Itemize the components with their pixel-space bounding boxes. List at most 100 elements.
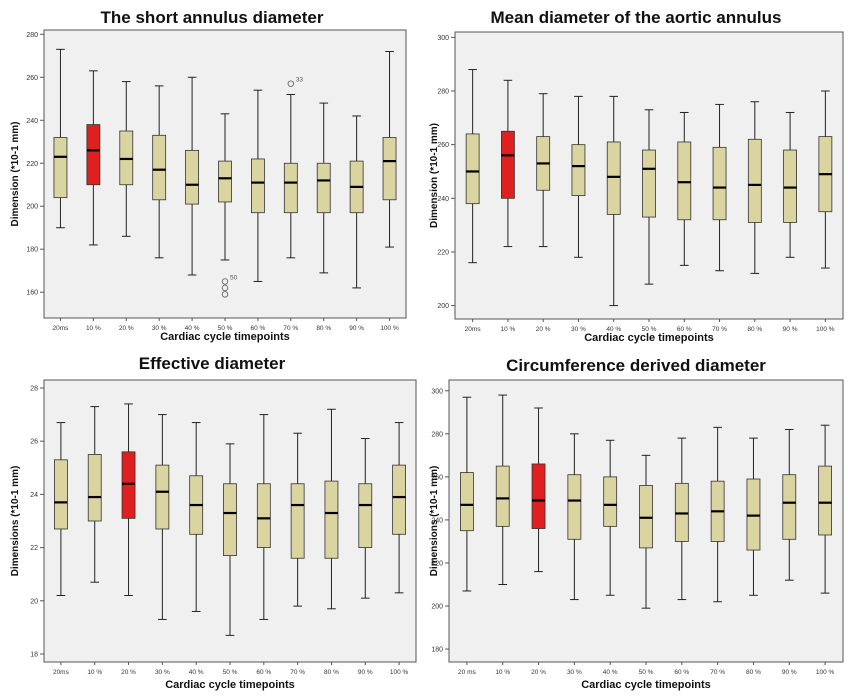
box-5 <box>223 443 237 636</box>
box-9 <box>349 115 364 289</box>
y-tick-label: 280 <box>431 431 443 438</box>
x-tick-label: 10 % <box>86 325 101 332</box>
box-iqr <box>54 459 68 530</box>
box-10 <box>392 422 406 594</box>
chart-panel-short-annulus: The short annulus diameter 160 180 200 220 2… <box>0 0 424 346</box>
box-8 <box>746 437 761 596</box>
outlier-point <box>221 291 229 298</box>
y-tick-label: 260 <box>437 142 449 149</box>
box-6 <box>677 111 692 266</box>
box-iqr <box>316 162 331 214</box>
outlier-point <box>287 80 295 87</box>
box-iqr <box>818 465 832 536</box>
y-tick-label: 180 <box>431 647 443 654</box>
y-tick-label: 200 <box>437 303 449 310</box>
x-tick-label: 80 % <box>316 325 331 332</box>
y-tick-label: 180 <box>26 247 38 254</box>
x-axis-label: Cardiac cycle timepoints <box>584 332 714 344</box>
box-3 <box>571 95 586 258</box>
box-iqr <box>324 480 339 559</box>
box-1 <box>501 79 515 248</box>
x-tick-label: 90 % <box>783 326 798 333</box>
chart-panel-circumference-diameter: Circumference derived diameter 180 200 220… <box>424 346 848 693</box>
outlier-label: 33 <box>296 77 304 84</box>
x-tick-label: 20 % <box>121 669 136 676</box>
x-tick-label: 70 % <box>712 326 727 333</box>
box-2 <box>536 93 551 248</box>
box-iqr <box>571 144 586 197</box>
box-6 <box>251 89 265 282</box>
y-axis-label: Dimensions (*10-1 mm) <box>429 466 440 577</box>
box-iqr <box>290 483 305 559</box>
x-tick-label: 40 % <box>189 669 204 676</box>
box-7 <box>710 426 725 603</box>
y-tick-label: 300 <box>437 35 449 42</box>
x-tick-label: 80 % <box>747 326 762 333</box>
x-tick-label: 60 % <box>674 669 689 676</box>
x-tick-label: 40 % <box>603 669 618 676</box>
x-tick-label: 20 ms <box>458 669 476 676</box>
y-tick-label: 220 <box>431 560 443 567</box>
y-tick-label: 240 <box>26 118 38 125</box>
box-8 <box>316 102 331 274</box>
y-axis-label: Dimensions (*10-1 mm) <box>10 466 21 577</box>
x-tick-label: 10 % <box>500 326 515 333</box>
x-tick-label: 100 % <box>816 669 835 676</box>
outlier-point <box>221 284 229 292</box>
y-tick-label: 26 <box>30 439 38 446</box>
x-tick-label: 100 % <box>380 325 399 332</box>
x-tick-label: 20ms <box>53 669 70 676</box>
box-3 <box>567 433 582 601</box>
x-tick-label: 70 % <box>290 669 305 676</box>
box-7 <box>290 432 305 607</box>
y-tick-label: 20 <box>30 598 38 605</box>
x-tick-label: 80 % <box>746 669 761 676</box>
box-2 <box>119 81 134 237</box>
x-tick-label: 30 % <box>155 669 170 676</box>
box-iqr <box>53 137 68 199</box>
box-1 <box>86 70 101 246</box>
y-tick-label: 220 <box>437 249 449 256</box>
box-7 <box>283 93 298 259</box>
box-10 <box>382 50 397 248</box>
y-tick-label: 18 <box>30 652 38 659</box>
box-2 <box>531 407 546 573</box>
box-9 <box>358 438 373 599</box>
x-tick-label: 50 % <box>639 669 654 676</box>
box-1 <box>87 406 102 583</box>
x-tick-label: 10 % <box>495 669 510 676</box>
box-4 <box>189 422 204 612</box>
box-iqr <box>121 451 136 519</box>
chart-title: Mean diameter of the aortic annulus <box>490 8 782 27</box>
x-axis-label: Cardiac cycle timepoints <box>160 331 290 343</box>
box-iqr <box>460 472 474 532</box>
chart-svg: 180 200 220 240 260 280 300 20 ms 10 % 20 % 30 % 40… <box>429 379 844 691</box>
y-tick-label: 240 <box>437 196 449 203</box>
chart-svg: 18 20 22 24 26 28 20ms 10 % 20 % 30 % 40 % 50 % 60 %… <box>10 379 417 691</box>
y-tick-label: 24 <box>30 492 38 499</box>
x-tick-label: 30 % <box>152 325 167 332</box>
box-iqr <box>382 137 397 201</box>
box-1 <box>495 394 510 586</box>
box-iqr <box>87 454 102 522</box>
x-tick-label: 100 % <box>816 326 835 333</box>
box-iqr <box>185 149 199 205</box>
box-iqr <box>152 134 167 201</box>
x-tick-label: 20 % <box>531 669 546 676</box>
box-iqr <box>747 138 762 223</box>
x-tick-label: 40 % <box>185 325 200 332</box>
y-tick-label: 160 <box>26 290 38 297</box>
box-iqr <box>392 464 406 535</box>
x-tick-label: 90 % <box>358 669 373 676</box>
x-tick-label: 40 % <box>606 326 621 333</box>
box-iqr <box>783 149 797 223</box>
box-iqr <box>677 141 692 221</box>
box-3 <box>155 414 170 620</box>
x-tick-label: 50 % <box>642 326 657 333</box>
box-iqr <box>603 476 618 527</box>
y-axis-label: Dimension (*10-1 mm) <box>429 123 440 228</box>
y-tick-label: 200 <box>431 604 443 611</box>
box-10 <box>818 424 832 594</box>
x-tick-label: 20 % <box>119 325 134 332</box>
box-6 <box>256 414 271 620</box>
